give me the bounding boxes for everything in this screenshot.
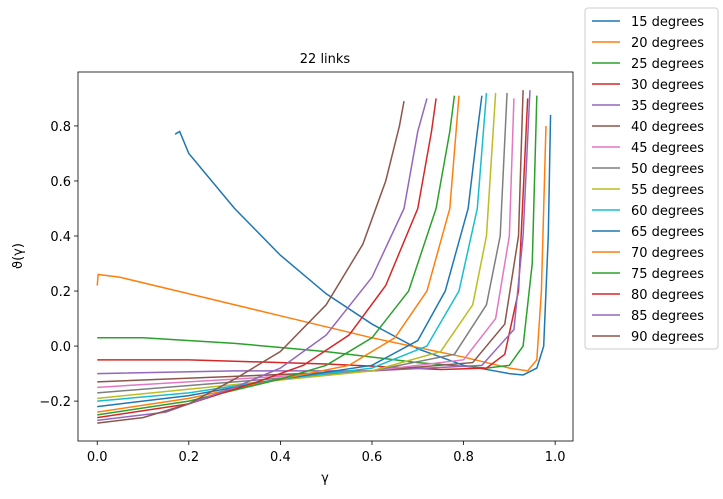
line-series — [97, 90, 531, 375]
legend-label: 40 degrees — [631, 120, 704, 135]
legend-label: 85 degrees — [631, 309, 704, 324]
legend-label: 90 degrees — [631, 330, 704, 345]
legend-box — [584, 7, 719, 350]
legend-label: 15 degrees — [631, 15, 704, 30]
y-tick-label: 0.4 — [50, 230, 71, 245]
line-series — [97, 90, 524, 383]
plot-frame — [77, 71, 574, 442]
legend-label: 30 degrees — [631, 78, 704, 93]
y-tick-label: −0.2 — [39, 395, 71, 410]
line-series — [97, 98, 437, 419]
line-series — [174, 114, 552, 376]
legend-label: 75 degrees — [631, 267, 704, 282]
line-series — [97, 98, 515, 389]
line-series — [97, 95, 483, 408]
x-tick-label: 0.0 — [87, 450, 108, 465]
line-series — [96, 125, 547, 372]
legend-label: 35 degrees — [631, 99, 704, 114]
line-series — [97, 98, 529, 371]
legend-label: 55 degrees — [631, 183, 704, 198]
y-tick-label: 0.0 — [50, 340, 71, 355]
x-tick-label: 1.0 — [545, 450, 566, 465]
legend-label: 20 degrees — [631, 36, 704, 51]
legend-label: 45 degrees — [631, 141, 704, 156]
line-series — [97, 92, 497, 400]
x-tick-label: 0.2 — [178, 450, 199, 465]
line-series — [97, 101, 405, 424]
legend-label: 60 degrees — [631, 204, 704, 219]
legend-label: 25 degrees — [631, 57, 704, 72]
legend-label: 50 degrees — [631, 162, 704, 177]
x-tick-label: 0.4 — [270, 450, 291, 465]
line-series — [97, 92, 488, 402]
y-tick-label: 0.2 — [50, 285, 71, 300]
x-tick-label: 0.8 — [453, 450, 474, 465]
line-series — [97, 92, 508, 394]
y-tick-label: 0.6 — [50, 175, 71, 190]
y-tick-label: 0.8 — [50, 120, 71, 135]
y-axis-label: ϑ(γ) — [11, 243, 26, 269]
chart-title: 22 links — [300, 52, 351, 67]
x-axis-label: γ — [321, 471, 329, 486]
line-series — [97, 95, 538, 369]
x-tick-label: 0.6 — [362, 450, 383, 465]
legend-label: 80 degrees — [631, 288, 704, 303]
legend-label: 70 degrees — [631, 246, 704, 261]
legend-label: 65 degrees — [631, 225, 704, 240]
